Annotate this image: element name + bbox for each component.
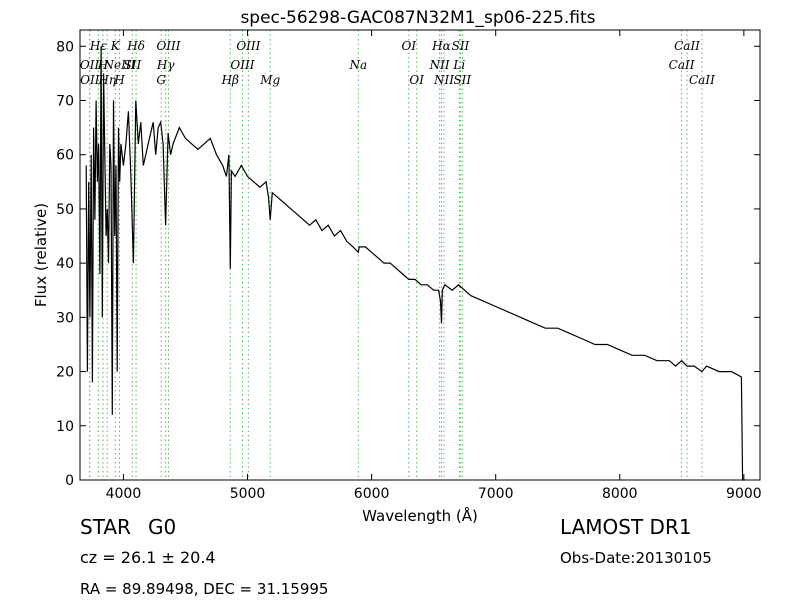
line-marker-label-13: OIII xyxy=(236,39,260,53)
line-marker-label-17: Na xyxy=(349,58,368,72)
line-marker-label-27: CaII xyxy=(669,58,695,72)
line-marker-label-23: SII xyxy=(452,39,470,53)
line-marker-labels: OIIOIIHεHHηKNeIIIHHδSIIOIIIHγGOIIIHβOIII… xyxy=(80,39,715,87)
x-tick-label-0: 4000 xyxy=(106,486,142,502)
line-marker-label-3: H xyxy=(97,58,109,72)
line-marker-label-2: Hε xyxy=(89,39,107,53)
x-tick-label-4: 8000 xyxy=(602,486,638,502)
line-marker-label-25: SII xyxy=(453,73,471,87)
line-marker-label-9: SII xyxy=(124,58,142,72)
x-axis-ticks: 4000 5000 6000 7000 8000 9000 xyxy=(106,30,762,502)
line-marker-label-8: Hδ xyxy=(126,39,145,53)
x-tick-label-2: 6000 xyxy=(354,486,390,502)
coordinates-label: RA = 89.89498, DEC = 31.15995 xyxy=(80,580,329,598)
chart-title: spec-56298-GAC087N32M1_sp06-225.fits xyxy=(240,8,595,28)
plot-frame xyxy=(79,29,761,481)
line-marker-label-5: K xyxy=(110,39,121,53)
y-tick-label-8: 80 xyxy=(56,39,74,55)
y-tick-label-0: 0 xyxy=(65,473,74,489)
line-marker-label-22: NII xyxy=(433,73,454,87)
spectrum-line xyxy=(85,46,746,481)
x-tick-label-5: 9000 xyxy=(726,486,762,502)
y-tick-label-5: 50 xyxy=(56,202,74,218)
y-tick-label-7: 70 xyxy=(56,93,74,109)
x-tick-label-3: 7000 xyxy=(478,486,514,502)
redshift-label: cz = 26.1 ± 20.4 xyxy=(80,548,216,567)
line-marker-label-7: H xyxy=(113,73,125,87)
obs-date-label: Obs-Date:20130105 xyxy=(560,549,712,567)
line-marker-label-14: Hβ xyxy=(221,73,239,87)
line-marker-label-15: OIII xyxy=(230,58,254,72)
y-tick-label-2: 20 xyxy=(56,365,74,381)
line-marker-label-21: NII xyxy=(429,58,450,72)
y-axis-ticks: 0 10 20 30 40 50 60 70 80 xyxy=(56,39,760,489)
y-tick-label-3: 30 xyxy=(56,310,74,326)
subclass-label: G0 xyxy=(148,515,177,539)
line-marker-label-24: Li xyxy=(452,58,465,72)
line-marker-label-20: Hα xyxy=(431,39,451,53)
line-marker-label-12: G xyxy=(156,73,166,87)
x-tick-label-1: 5000 xyxy=(230,486,266,502)
line-marker-label-6: NeIII xyxy=(103,58,136,72)
line-marker-label-1: OII xyxy=(80,73,100,87)
line-marker-label-4: Hη xyxy=(97,73,116,87)
survey-label: LAMOST DR1 xyxy=(560,515,692,539)
line-marker-label-11: Hγ xyxy=(156,58,175,72)
y-tick-label-6: 60 xyxy=(56,148,74,164)
y-tick-label-4: 40 xyxy=(56,256,74,272)
line-marker-label-18: OI xyxy=(402,39,417,53)
line-markers xyxy=(89,30,703,480)
y-axis-label: Flux (relative) xyxy=(32,203,50,307)
object-class-label: STAR xyxy=(80,515,131,539)
line-marker-label-16: Mg xyxy=(259,73,280,87)
line-marker-label-0: OII xyxy=(80,58,100,72)
line-marker-label-28: CaII xyxy=(689,73,715,87)
line-marker-label-19: OI xyxy=(409,73,424,87)
x-axis-label: Wavelength (Å) xyxy=(362,506,478,525)
line-marker-label-10: OIII xyxy=(156,39,180,53)
line-marker-label-26: CaII xyxy=(674,39,700,53)
y-tick-label-1: 10 xyxy=(56,419,74,435)
